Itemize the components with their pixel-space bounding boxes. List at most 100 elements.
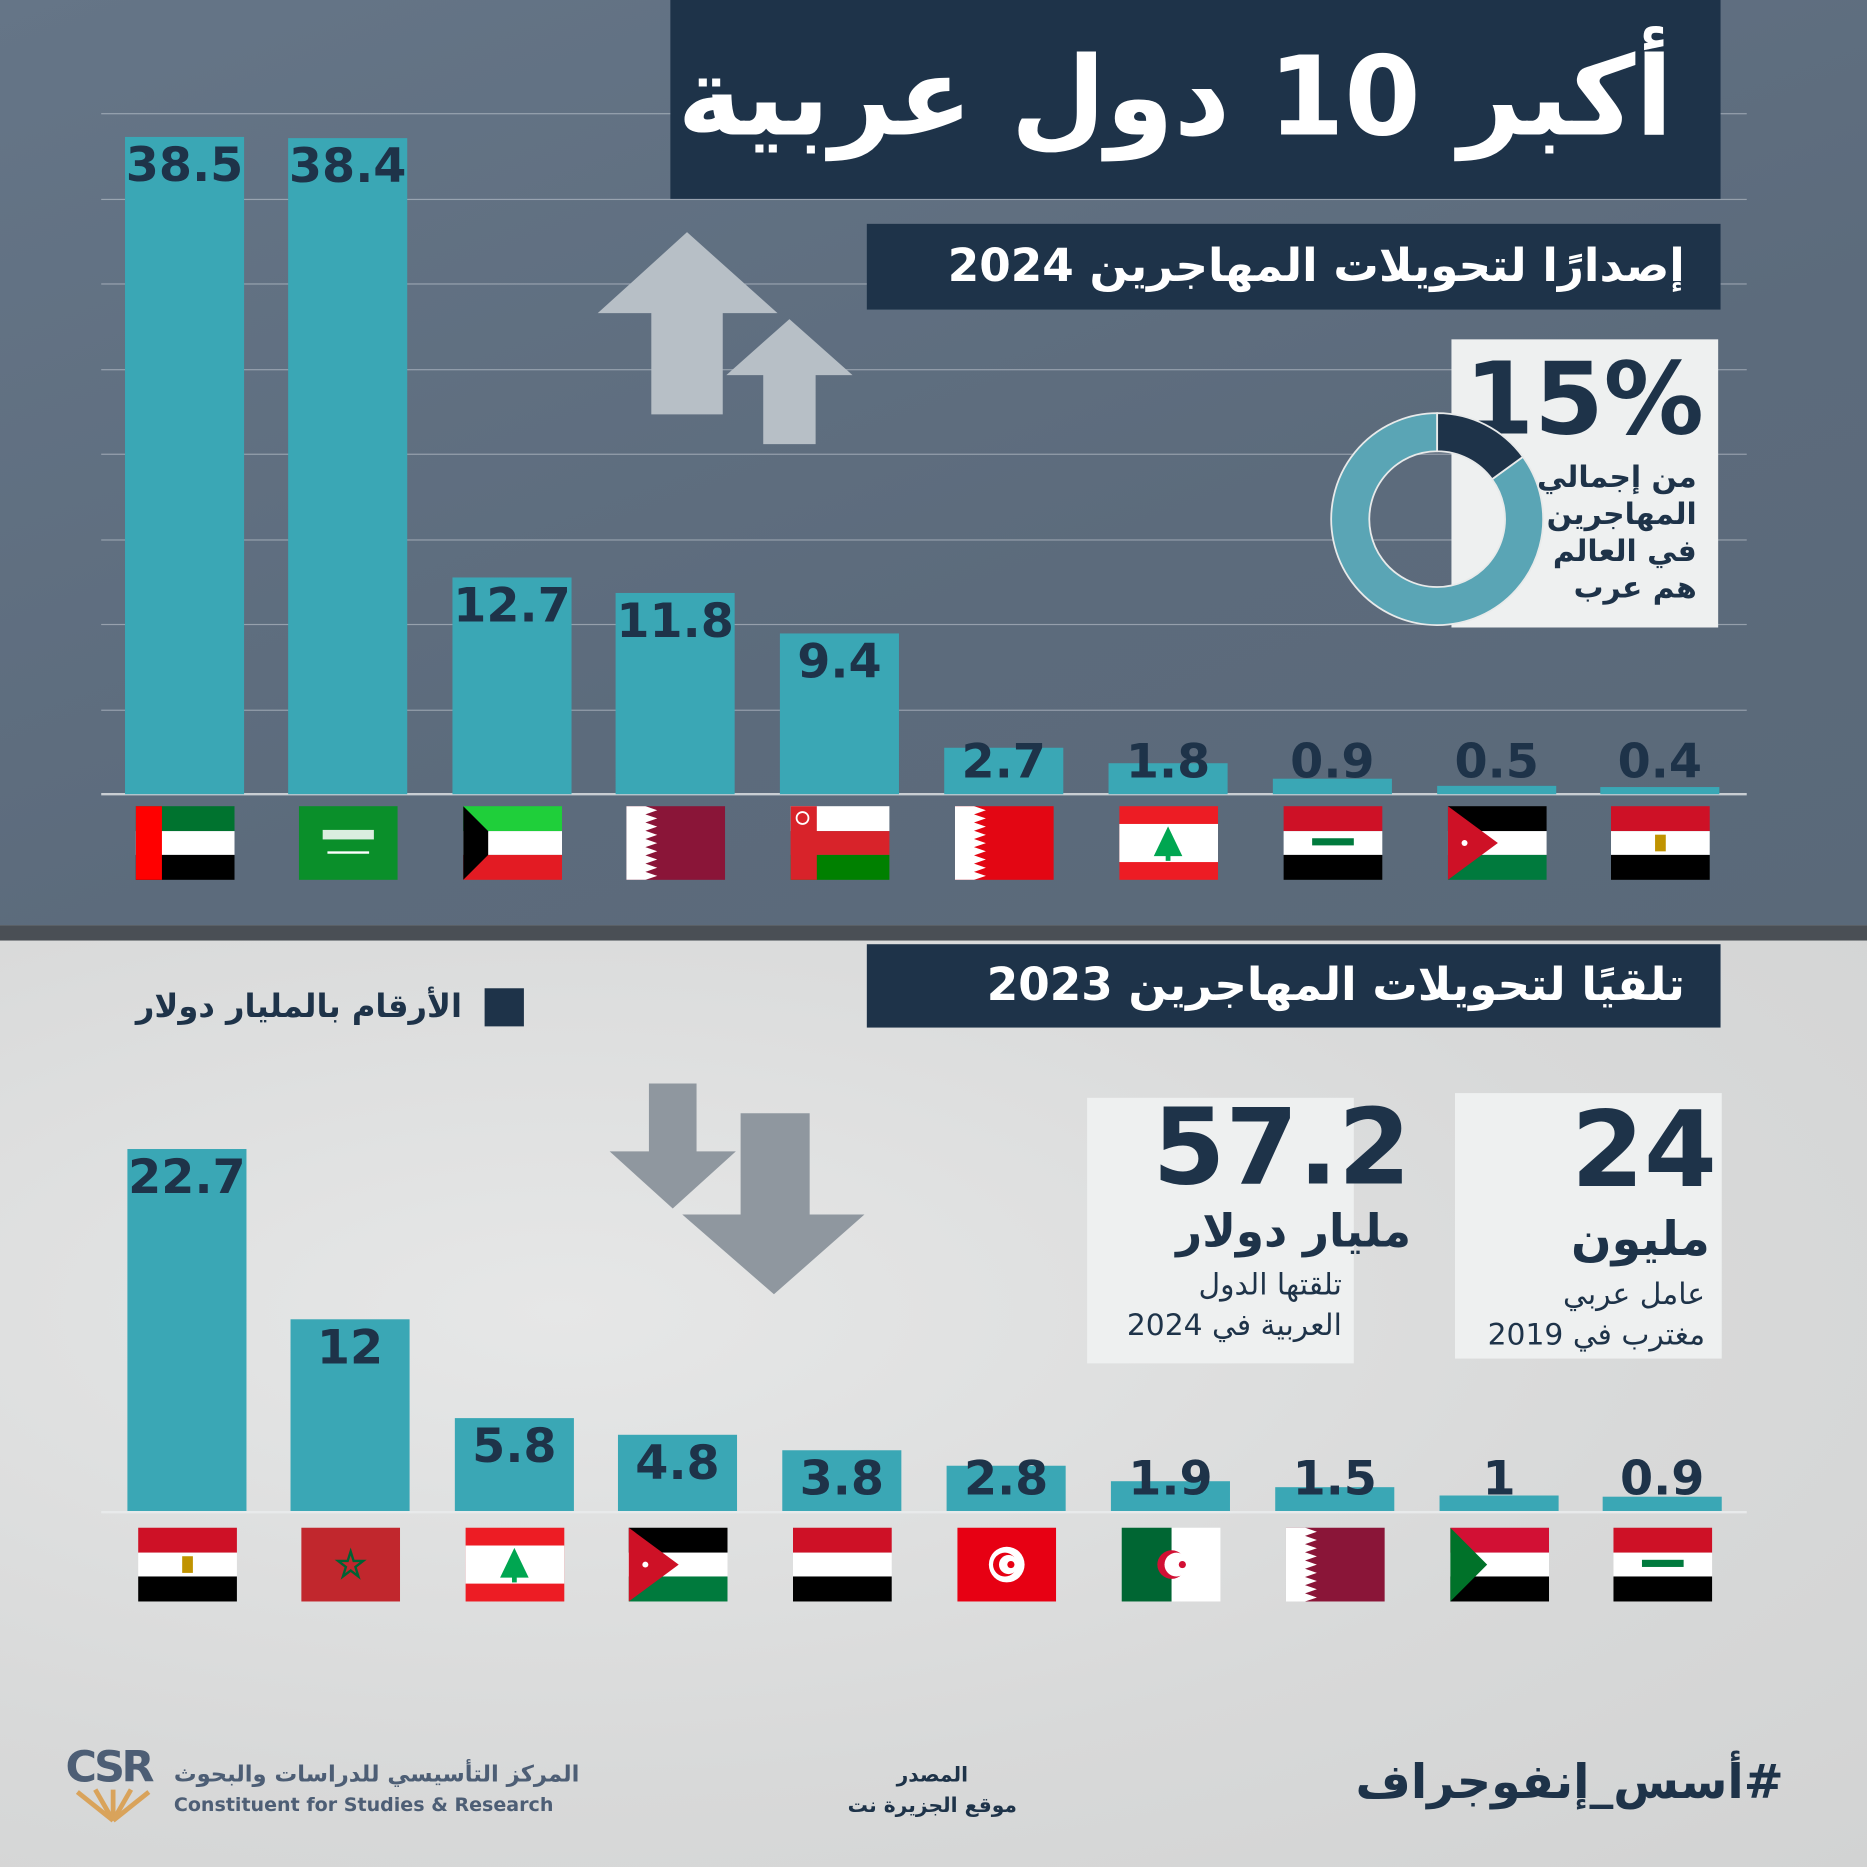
csr-logo: CSR bbox=[65, 1744, 160, 1827]
bottom-subtitle: تلقيًا لتحويلات المهاجرين 2023 bbox=[986, 958, 1685, 1011]
bottom-chart-bar bbox=[617, 1434, 738, 1511]
share-text-line: من إجمالي bbox=[1537, 459, 1697, 495]
top-chart-value-label: 12.7 bbox=[453, 578, 571, 634]
workers-text-line: مغترب في 2019 bbox=[1487, 1316, 1706, 1352]
top-chart-bar bbox=[288, 138, 408, 795]
logo-sunburst-icon bbox=[75, 1788, 151, 1823]
flag-qatar-icon bbox=[626, 806, 726, 880]
received-text-line: العربية في 2024 bbox=[1126, 1307, 1342, 1342]
share-text-line: في العالم bbox=[1552, 533, 1697, 568]
gridline bbox=[101, 453, 1747, 455]
section-divider bbox=[0, 925, 1867, 941]
flag-tunisia-icon bbox=[957, 1527, 1057, 1602]
top-chart-bar bbox=[1600, 787, 1720, 795]
workers-unit: مليون bbox=[1570, 1212, 1710, 1267]
top-chart-bar bbox=[125, 136, 245, 795]
flag-lebanon-icon bbox=[465, 1527, 565, 1602]
org-name-en: Constituent for Studies & Research bbox=[173, 1793, 554, 1816]
bottom-chart-value-label: 22.7 bbox=[128, 1149, 246, 1205]
flag-oman-icon bbox=[790, 806, 890, 880]
top-chart-bar bbox=[779, 633, 899, 795]
received-unit: مليار دولار bbox=[1176, 1204, 1411, 1258]
legend-swatch bbox=[484, 988, 524, 1027]
flag-jordan-icon bbox=[628, 1527, 728, 1602]
bottom-chart-bar bbox=[454, 1418, 574, 1511]
flag-qatar-icon bbox=[1285, 1527, 1385, 1602]
flag-algeria-icon bbox=[1121, 1527, 1221, 1602]
arab-migrants-share-box: 15% من إجمالي المهاجرين في العالم هم عرب bbox=[1451, 339, 1719, 628]
top-chart-bar bbox=[1437, 785, 1557, 795]
top-chart-value-label: 11.8 bbox=[616, 593, 734, 649]
source-label: المصدر bbox=[896, 1763, 969, 1788]
org-name: المركز التأسيسي للدراسات والبحوث Constit… bbox=[174, 1759, 580, 1821]
hashtag: #أسس_إنفوجراف bbox=[1355, 1755, 1784, 1810]
top-chart-value-label: 0.5 bbox=[1454, 734, 1539, 790]
share-text-line: المهاجرين bbox=[1546, 496, 1697, 532]
top-chart-bar bbox=[1108, 763, 1228, 795]
workers-value: 24 bbox=[1571, 1088, 1717, 1211]
flag-bahrain-icon bbox=[954, 806, 1054, 880]
expat-workers-box: 24 مليون عامل عربي مغترب في 2019 bbox=[1455, 1093, 1722, 1359]
top-chart-baseline bbox=[101, 792, 1747, 796]
bottom-chart-bar bbox=[1110, 1480, 1230, 1511]
donut-slice-arab bbox=[1436, 412, 1525, 481]
top-subtitle: إصدارًا لتحويلات المهاجرين 2024 bbox=[947, 239, 1685, 292]
flag-jordan-icon bbox=[1447, 806, 1547, 880]
source-value: موقع الجزيرة نت bbox=[847, 1794, 1017, 1819]
bottom-chart-bar bbox=[290, 1319, 410, 1511]
share-text-line: هم عرب bbox=[1573, 570, 1697, 605]
bottom-chart-bar bbox=[1602, 1496, 1722, 1511]
org-name-ar: المركز التأسيسي للدراسات والبحوث bbox=[173, 1761, 580, 1788]
remittances-received-box: 57.2 مليار دولار تلقتها الدول العربية في… bbox=[1087, 1095, 1411, 1364]
bottom-chart-baseline bbox=[101, 1510, 1747, 1514]
top-chart-value-label: 0.4 bbox=[1617, 734, 1702, 790]
flag-uae-icon bbox=[135, 806, 235, 880]
gridline bbox=[101, 538, 1747, 540]
flag-egypt-icon bbox=[138, 1527, 237, 1602]
gridline bbox=[101, 709, 1747, 711]
top-chart-bar bbox=[1272, 778, 1392, 795]
bottom-chart-value-label: 2.8 bbox=[963, 1451, 1049, 1507]
top-chart-bar bbox=[615, 592, 735, 795]
flag-morocco-icon bbox=[301, 1527, 401, 1602]
top-chart-value-label: 38.4 bbox=[288, 139, 407, 195]
flag-saudi-arabia-icon bbox=[298, 806, 398, 880]
flag-iraq-icon bbox=[1613, 1527, 1713, 1602]
top-chart-bar bbox=[944, 748, 1064, 795]
bottom-chart-value-label: 3.8 bbox=[799, 1451, 884, 1507]
bottom-chart-value-label: 12 bbox=[316, 1320, 384, 1376]
page-title: أكبر 10 دول عربية bbox=[677, 33, 1673, 161]
top-chart-value-label: 0.9 bbox=[1290, 734, 1375, 790]
share-value: 15% bbox=[1464, 340, 1704, 458]
bottom-chart-bar bbox=[782, 1450, 902, 1511]
legend-label: الأرقام بالمليار دولار bbox=[135, 988, 462, 1026]
up-arrows-icon bbox=[597, 232, 853, 445]
bottom-panel-background bbox=[0, 940, 1867, 1867]
logo-letters: CSR bbox=[65, 1743, 154, 1792]
top-subtitle-box: إصدارًا لتحويلات المهاجرين 2024 bbox=[866, 223, 1721, 310]
gridline bbox=[101, 623, 1747, 626]
flag-lebanon-icon bbox=[1119, 806, 1219, 880]
up-arrow-large bbox=[597, 232, 778, 415]
up-arrow-small bbox=[726, 319, 853, 445]
top-chart-value-label: 38.5 bbox=[125, 138, 244, 193]
workers-text-line: عامل عربي bbox=[1563, 1276, 1706, 1311]
share-donut-chart bbox=[1330, 412, 1545, 626]
bottom-chart-bar bbox=[946, 1466, 1066, 1511]
down-arrow-large bbox=[682, 1113, 865, 1295]
flag-iraq-icon bbox=[1283, 806, 1383, 880]
bottom-chart-value-label: 5.8 bbox=[472, 1419, 557, 1475]
received-text-line: تلقتها الدول bbox=[1198, 1266, 1342, 1302]
bottom-chart-value-label: 1.5 bbox=[1292, 1451, 1377, 1507]
bottom-chart-bar bbox=[127, 1148, 247, 1511]
down-arrows-icon bbox=[609, 1083, 865, 1295]
bottom-chart-value-label: 4.8 bbox=[635, 1435, 720, 1491]
source: المصدر موقع الجزيرة نت bbox=[813, 1760, 1051, 1822]
donut-slice-rest bbox=[1330, 412, 1545, 626]
top-chart-value-label: 9.4 bbox=[797, 634, 882, 690]
received-value: 57.2 bbox=[1152, 1085, 1411, 1209]
flag-kuwait-icon bbox=[463, 806, 563, 880]
flag-yemen-icon bbox=[792, 1527, 892, 1602]
top-chart-value-label: 1.8 bbox=[1125, 734, 1211, 790]
top-chart-bar bbox=[452, 577, 572, 795]
